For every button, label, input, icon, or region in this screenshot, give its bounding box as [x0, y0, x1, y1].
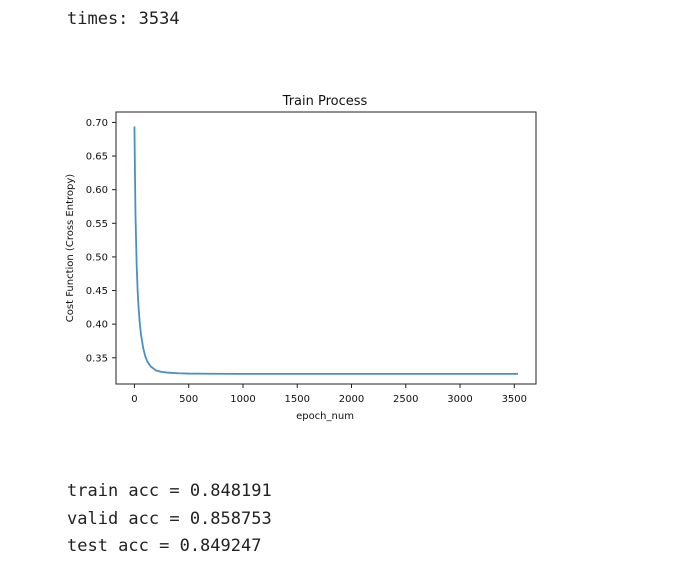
x-tick-label: 3000 — [447, 394, 472, 405]
x-tick-label: 1500 — [285, 394, 310, 405]
y-tick-label: 0.55 — [86, 219, 108, 230]
y-tick-label: 0.45 — [86, 286, 108, 297]
x-tick-label: 3500 — [502, 394, 527, 405]
y-tick-label: 0.60 — [86, 185, 108, 196]
valid-acc-line: valid acc = 0.858753 — [67, 508, 272, 529]
y-tick-label: 0.50 — [86, 252, 108, 263]
plot-area — [115, 111, 537, 385]
x-tick-label: 2000 — [339, 394, 364, 405]
test-acc-line: test acc = 0.849247 — [67, 536, 262, 556]
x-tick-label: 1000 — [230, 394, 255, 405]
y-tick-label: 0.35 — [86, 353, 108, 364]
y-tick-label: 0.65 — [86, 152, 108, 163]
results-output: train acc = 0.848191 valid acc = 0.85875… — [67, 478, 272, 561]
times-output: times: 3534 — [67, 9, 180, 29]
y-axis: 0.35 0.40 0.45 0.50 0.55 0.60 0.65 0.70 — [86, 118, 116, 364]
chart-title: Train Process — [282, 94, 368, 109]
x-axis: 0 500 1000 1500 2000 2500 3000 3500 — [131, 384, 527, 405]
train-acc-line: train acc = 0.848191 — [67, 481, 272, 501]
y-axis-label: Cost Function (Cross Entropy) — [65, 174, 76, 322]
x-tick-label: 0 — [131, 394, 137, 405]
x-tick-label: 500 — [179, 394, 198, 405]
series-line — [133, 126, 518, 375]
x-tick-label: 2500 — [393, 394, 418, 405]
y-tick-label: 0.70 — [86, 118, 108, 129]
y-tick-label: 0.40 — [86, 320, 108, 331]
train-process-chart: Train Process 0 500 1000 1500 2000 2500 3000 35… — [65, 94, 537, 422]
x-axis-label: epoch_num — [296, 411, 354, 422]
